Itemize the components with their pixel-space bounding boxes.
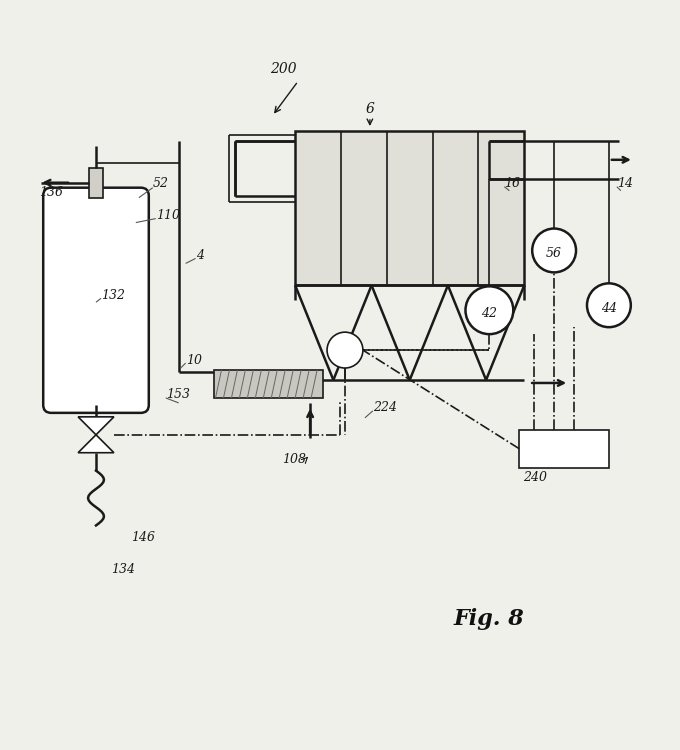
Bar	[295, 131, 524, 285]
Polygon shape	[78, 417, 114, 435]
Bar	[214, 370, 323, 398]
Circle shape	[466, 286, 513, 334]
Text: 6: 6	[365, 102, 374, 116]
Circle shape	[532, 229, 576, 272]
Bar	[89, 168, 103, 198]
Polygon shape	[78, 435, 114, 453]
Text: 240: 240	[523, 471, 547, 484]
Text: 134: 134	[111, 562, 135, 576]
Text: 14: 14	[617, 177, 633, 190]
Text: 146: 146	[131, 531, 155, 544]
Text: 200: 200	[270, 62, 297, 76]
Text: 56: 56	[546, 247, 562, 260]
Text: 108: 108	[282, 453, 306, 466]
FancyBboxPatch shape	[44, 188, 149, 412]
Text: 52: 52	[153, 177, 169, 190]
Text: 42: 42	[481, 307, 497, 320]
Text: 224: 224	[373, 401, 397, 415]
Circle shape	[587, 284, 631, 327]
Text: 110: 110	[156, 209, 180, 222]
Text: 4: 4	[196, 249, 203, 262]
Text: 44: 44	[601, 302, 617, 315]
Text: Fig. 8: Fig. 8	[454, 608, 525, 630]
Text: 16: 16	[505, 177, 520, 190]
Circle shape	[327, 332, 363, 368]
Text: 153: 153	[166, 388, 190, 401]
Bar	[520, 430, 609, 468]
Text: 136: 136	[39, 186, 63, 200]
Text: 132: 132	[101, 289, 125, 302]
Text: 10: 10	[186, 353, 202, 367]
